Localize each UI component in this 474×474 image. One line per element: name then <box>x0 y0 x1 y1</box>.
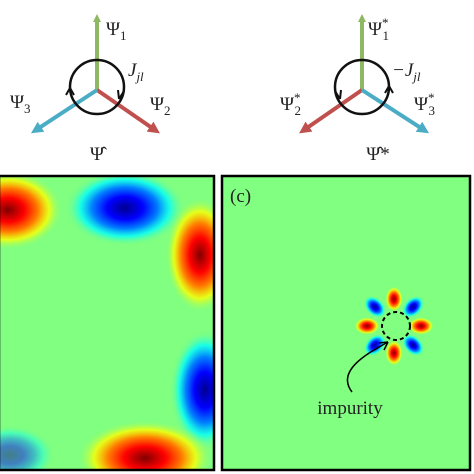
loop <box>68 58 126 116</box>
superscript: * <box>382 15 389 30</box>
caption: Ψ̂ <box>90 144 107 165</box>
diagram-right: Ψ* 1 −Jjl Ψ* 2 Ψ* 3 Ψ̂* <box>280 14 435 165</box>
superscript: * <box>428 90 435 105</box>
subscript: 1 <box>120 28 127 43</box>
loop-arrow <box>334 89 342 100</box>
annotation-arrow <box>346 341 389 393</box>
lobe <box>354 317 380 335</box>
label: Ψ1 <box>106 19 127 43</box>
diagram-left: Ψ1 Jjl Ψ3 Ψ2 Ψ̂ <box>10 14 171 165</box>
subscript: 1 <box>383 28 390 43</box>
blob <box>165 197 214 313</box>
blob <box>170 330 214 450</box>
symbol: −J <box>392 60 415 81</box>
label: −Jjl <box>392 60 421 84</box>
symbol: J <box>128 60 138 81</box>
lobe <box>363 295 387 319</box>
blob <box>0 425 55 470</box>
superscript: * <box>294 90 301 105</box>
blob <box>65 176 185 246</box>
symbol: Ψ <box>10 92 24 113</box>
subscript: 3 <box>24 101 31 116</box>
label: Ψ* 3 <box>414 90 435 118</box>
lobe <box>401 333 425 357</box>
loop-arrow <box>384 85 394 94</box>
label: Jjl <box>128 60 144 84</box>
subscript: 2 <box>295 103 302 118</box>
arrowhead <box>378 341 389 351</box>
panel-label: (c) <box>230 186 251 207</box>
lobe <box>385 340 403 366</box>
symbol: Ψ <box>368 19 382 40</box>
subscript: jl <box>411 69 421 84</box>
lobe <box>401 295 425 319</box>
annotation: impurity <box>317 398 383 419</box>
arrow <box>299 88 364 134</box>
lobe <box>385 286 403 312</box>
panel-frame <box>0 174 216 472</box>
arrow <box>95 88 160 134</box>
loop-arrow <box>65 87 75 96</box>
field-panel-right: impurity (c) <box>222 176 470 470</box>
subscript: 2 <box>164 103 171 118</box>
label: Ψ3 <box>10 92 31 116</box>
blob <box>0 176 63 250</box>
symbol: Ψ <box>280 94 294 115</box>
impurity-ring <box>381 311 411 341</box>
symbol: Ψ <box>150 94 164 115</box>
lobe <box>363 333 387 357</box>
subscript: jl <box>134 69 144 84</box>
label: Ψ* 2 <box>280 90 301 118</box>
label: Ψ2 <box>150 94 171 118</box>
caption: Ψ̂* <box>366 144 390 165</box>
lobe <box>408 317 434 335</box>
impurity-pattern <box>354 286 434 366</box>
field-panel-left <box>0 176 214 470</box>
symbol: Ψ <box>414 94 428 115</box>
arrow <box>30 88 99 134</box>
label: Ψ* 1 <box>368 15 389 43</box>
arrow <box>360 88 430 134</box>
symbol: Ψ <box>106 19 120 40</box>
blob <box>77 420 213 470</box>
loop-arrow <box>117 89 125 100</box>
subscript: 3 <box>429 103 436 118</box>
panel-frame <box>220 174 472 472</box>
